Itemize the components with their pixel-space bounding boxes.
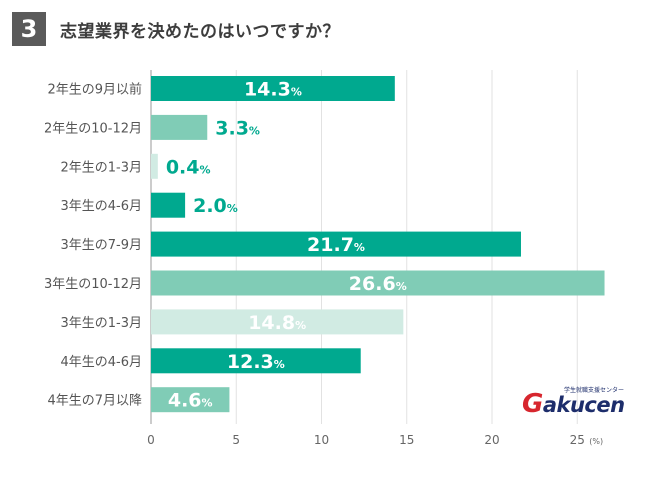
- logo-rest: akucen: [542, 393, 625, 417]
- data-label: 26.6%: [349, 273, 407, 295]
- logo-subtitle: 学生就職支援センター: [564, 387, 625, 394]
- chart-title: 志望業界を決めたのはいつですか？: [60, 21, 340, 42]
- category-label: 4年生の4-6月: [60, 355, 142, 370]
- x-tick-label: 5: [232, 433, 240, 447]
- data-label: 2.0%: [193, 195, 238, 217]
- bar: [151, 114, 208, 140]
- bar: [151, 231, 521, 257]
- chart-header: 3 志望業界を決めたのはいつですか？: [12, 12, 340, 46]
- logo-g: G: [522, 389, 543, 419]
- gakucen-logo: 学生就職支援センター Gakucen: [522, 383, 632, 419]
- data-label: 4.6%: [168, 390, 213, 412]
- category-label: 3年生の10-12月: [44, 277, 142, 292]
- category-label: 3年生の7-9月: [60, 238, 142, 253]
- data-label: 3.3%: [215, 117, 260, 139]
- x-unit-label: (%): [589, 437, 603, 446]
- category-label: 3年生の1-3月: [60, 316, 142, 331]
- bar: [151, 387, 230, 413]
- bar: [151, 270, 605, 296]
- data-label: 14.8%: [248, 312, 306, 334]
- data-label: 14.3%: [244, 79, 302, 101]
- bar: [151, 348, 361, 374]
- x-tick-label: 15: [399, 433, 414, 447]
- bar: [151, 76, 395, 101]
- logo-wordmark: Gakucen: [522, 389, 625, 419]
- x-tick-label: 10: [314, 433, 329, 447]
- category-label: 2年生の10-12月: [44, 121, 142, 136]
- data-label: 0.4%: [166, 156, 211, 178]
- x-tick-label: 20: [484, 433, 499, 447]
- category-label: 2年生の1-3月: [60, 160, 142, 175]
- data-label: 12.3%: [227, 351, 285, 373]
- question-number: 3: [12, 12, 46, 46]
- category-label: 4年生の7月以降: [47, 394, 142, 409]
- x-tick-label: 0: [147, 433, 155, 447]
- bar: [151, 309, 404, 335]
- category-label: 3年生の4-6月: [60, 199, 142, 214]
- bar: [151, 192, 186, 218]
- x-tick-label: 25: [570, 433, 585, 447]
- data-label: 21.7%: [307, 234, 365, 256]
- bar: [151, 153, 158, 179]
- category-label: 2年生の9月以前: [47, 82, 142, 98]
